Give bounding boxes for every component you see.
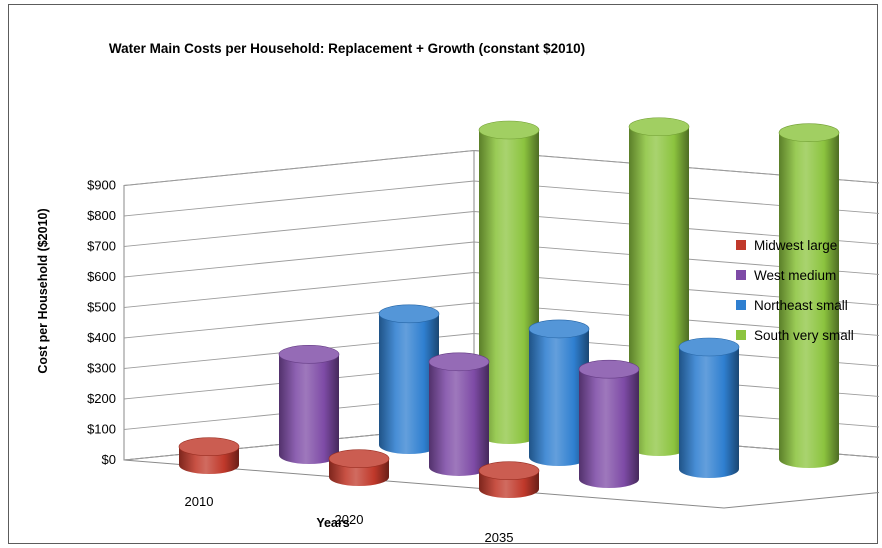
- y-tick-label: $0: [102, 452, 116, 467]
- x-category-label: 2020: [335, 512, 364, 527]
- bar-body: [279, 354, 339, 464]
- bar-cap: [478, 120, 540, 140]
- gridline: [123, 272, 879, 308]
- bar-body: [629, 126, 689, 456]
- bar-cap: [578, 359, 640, 379]
- y-tick-label: $200: [87, 391, 116, 406]
- gridline: [123, 150, 879, 186]
- bar-cap: [428, 352, 490, 372]
- bar-west-medium: [278, 345, 340, 464]
- bar-south-very-small: [778, 123, 840, 468]
- x-axis-categories: 2010 2020 2035: [185, 494, 514, 545]
- gridline: [123, 180, 879, 217]
- legend-label: South very small: [754, 328, 854, 343]
- legend-swatch: [736, 300, 746, 310]
- bar-body: [429, 361, 489, 476]
- y-tick-label: $300: [87, 361, 116, 376]
- gridline: [123, 241, 879, 278]
- bar-cap: [478, 461, 540, 481]
- x-category-label: 2010: [185, 494, 214, 509]
- legend-swatch: [736, 270, 746, 280]
- y-axis-title: Cost per Household ($2010): [36, 208, 50, 373]
- bar-northeast-small: [528, 319, 590, 466]
- bar-cap: [178, 437, 240, 457]
- bar-cap: [278, 345, 340, 364]
- bar-body: [779, 132, 839, 468]
- legend-label: West medium: [754, 268, 836, 283]
- bar-body: [579, 369, 639, 488]
- bar-west-medium: [428, 352, 490, 476]
- bar-midwest-large: [178, 437, 240, 474]
- bar-cap: [378, 304, 440, 324]
- chart-title: Water Main Costs per Household: Replacem…: [109, 41, 585, 56]
- legend-swatch: [736, 330, 746, 340]
- bar-body: [529, 328, 589, 466]
- chart-canvas: $0 $100 $200 $300 $400 $500 $600 $700 $800 $900 2…: [36, 41, 879, 545]
- gridlines: [123, 150, 879, 461]
- bar-south-very-small: [628, 117, 690, 456]
- bar-body: [479, 130, 539, 444]
- bar-body: [379, 313, 439, 454]
- bar-midwest-large: [328, 449, 390, 486]
- x-category-label: 2035: [485, 530, 514, 545]
- bar-northeast-small: [678, 337, 740, 478]
- bar-cap: [778, 123, 840, 142]
- bar-northeast-small: [378, 304, 440, 454]
- legend: Midwest large West medium Northeast small S…: [736, 238, 854, 343]
- legend-label: Northeast small: [754, 298, 848, 313]
- bar-cap: [528, 319, 590, 339]
- gridline: [123, 302, 879, 339]
- gridline: [123, 333, 879, 369]
- bar-west-medium: [578, 359, 640, 488]
- y-tick-label: $600: [87, 269, 116, 284]
- y-tick-label: $500: [87, 300, 116, 315]
- legend-label: Midwest large: [754, 238, 837, 253]
- bar-body: [679, 347, 739, 478]
- y-tick-label: $100: [87, 422, 116, 437]
- bar-cap: [328, 449, 390, 469]
- y-tick-label: $900: [87, 178, 116, 193]
- bar-south-very-small: [478, 120, 540, 444]
- x-axis-title: Years: [316, 516, 349, 530]
- y-tick-label: $400: [87, 330, 116, 345]
- y-axis-ticks: $0 $100 $200 $300 $400 $500 $600 $700 $800 $900: [87, 178, 116, 468]
- bar-midwest-large: [478, 461, 540, 498]
- plot-area: [178, 117, 840, 498]
- chart-frame: $0 $100 $200 $300 $400 $500 $600 $700 $800 $900 2…: [8, 4, 879, 545]
- gridline: [123, 211, 879, 247]
- y-tick-label: $700: [87, 239, 116, 254]
- legend-swatch: [736, 240, 746, 250]
- bar-cap: [678, 337, 740, 357]
- y-tick-label: $800: [87, 208, 116, 223]
- bar-cap: [628, 117, 690, 137]
